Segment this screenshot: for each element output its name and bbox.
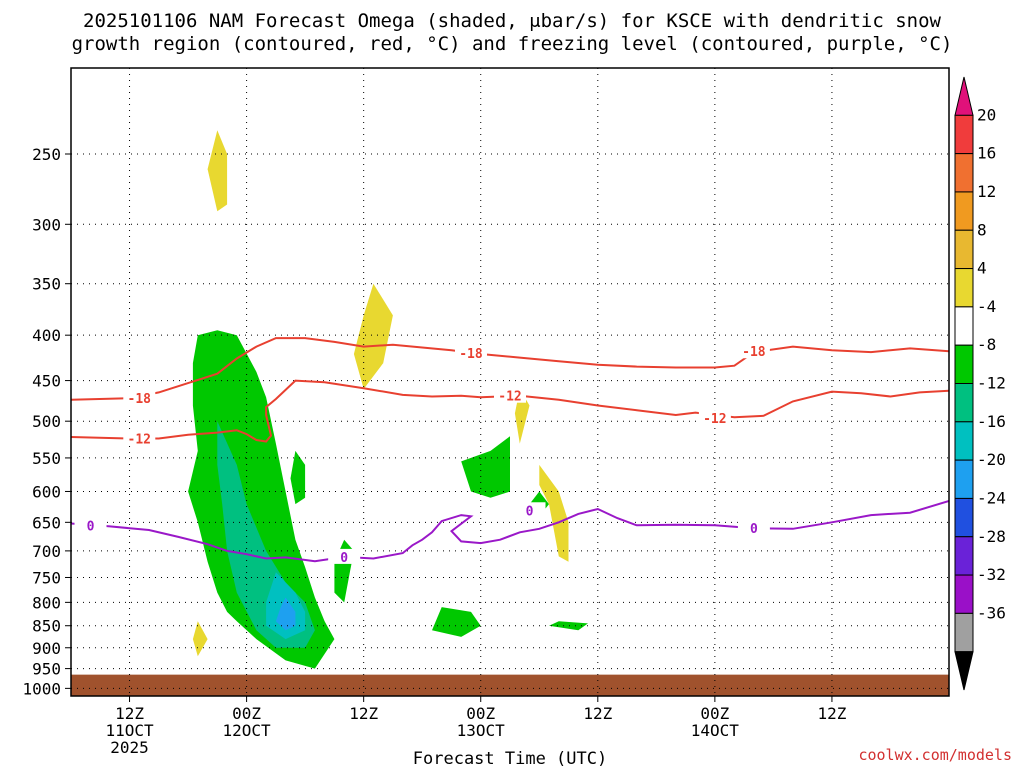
omega-region-13 xyxy=(539,464,569,562)
colorbar-segment-4 xyxy=(954,229,974,270)
contour-label-bg-2-3 xyxy=(737,520,770,536)
colorbar-label-10: -24 xyxy=(977,488,1006,507)
colorbar-label-13: -36 xyxy=(977,603,1006,622)
colorbar-segment-3 xyxy=(954,191,974,231)
colorbar-segment-1 xyxy=(954,114,974,155)
colorbar-segment-11 xyxy=(954,497,974,538)
contour-label-1-0: -12 xyxy=(128,433,151,448)
omega-region-6 xyxy=(461,436,510,498)
y-tick-label-950: 950 xyxy=(32,660,61,679)
y-tick-label-300: 300 xyxy=(32,215,61,234)
contour-label-0-0: -18 xyxy=(128,392,152,407)
contour-line-1 xyxy=(71,379,949,443)
x-tick-label-60-0: 00Z xyxy=(700,704,729,723)
omega-region-11 xyxy=(353,283,393,389)
colorbar-segment-10 xyxy=(954,459,974,499)
x-tick-label-0-0: 12Z xyxy=(115,704,144,723)
contour-label-bg-0-2 xyxy=(737,343,770,359)
omega-region-0 xyxy=(188,330,335,669)
colorbar-label-3: 8 xyxy=(977,220,987,239)
colorbar-label-2: 12 xyxy=(977,182,996,201)
y-tick-label-700: 700 xyxy=(32,542,61,561)
contour-label-2-0: 0 xyxy=(87,519,95,534)
omega-region-10 xyxy=(207,130,228,212)
colorbar-label-6: -8 xyxy=(977,335,996,354)
colorbar-top-arrow xyxy=(954,76,974,116)
colorbar-label-7: -12 xyxy=(977,374,1006,393)
y-tick-label-350: 350 xyxy=(32,275,61,294)
contour-label-2-1: 0 xyxy=(340,551,348,566)
colorbar-segment-5 xyxy=(954,268,974,308)
y-tick-label-500: 500 xyxy=(32,412,61,431)
x-tick-label-0-2: 2025 xyxy=(110,738,149,757)
colorbar-segment-9 xyxy=(954,421,974,461)
omega-region-9 xyxy=(549,621,588,631)
colorbar-segment-7 xyxy=(954,344,974,384)
contour-label-bg-1-2 xyxy=(698,410,731,426)
x-tick-label-12-0: 00Z xyxy=(232,704,261,723)
colorbar-segment-6 xyxy=(954,306,974,346)
colorbar-label-0: 20 xyxy=(977,105,996,124)
colorbar-segment-12 xyxy=(954,536,974,576)
credit-text: coolwx.com/models xyxy=(858,746,1012,764)
omega-region-4 xyxy=(290,450,306,505)
x-tick-label-36-1: 13OCT xyxy=(457,721,506,740)
chart-title-line-2: growth region (contoured, red, °C) and f… xyxy=(71,33,953,55)
y-tick-label-650: 650 xyxy=(32,513,61,532)
colorbar-label-12: -32 xyxy=(977,565,1006,584)
colorbar-label-9: -20 xyxy=(977,450,1006,469)
y-tick-label-750: 750 xyxy=(32,568,61,587)
colorbar-label-8: -16 xyxy=(977,412,1006,431)
omega-region-14 xyxy=(192,621,208,657)
y-tick-label-450: 450 xyxy=(32,372,61,391)
ground-terrain xyxy=(71,674,949,696)
x-tick-label-48-0: 12Z xyxy=(583,704,612,723)
contour-label-bg-0-1 xyxy=(454,345,487,361)
x-tick-label-60-1: 14OCT xyxy=(691,721,740,740)
x-tick-label-24-0: 12Z xyxy=(349,704,378,723)
colorbar-segment-8 xyxy=(954,383,974,423)
contour-label-bg-2-2 xyxy=(513,502,546,518)
y-tick-label-250: 250 xyxy=(32,145,61,164)
x-tick-label-0-1: 11OCT xyxy=(105,721,154,740)
y-tick-label-400: 400 xyxy=(32,326,61,345)
y-tick-label-550: 550 xyxy=(32,449,61,468)
colorbar-label-4: 4 xyxy=(977,259,987,278)
contour-label-bg-2-1 xyxy=(328,548,361,564)
colorbar-label-1: 16 xyxy=(977,144,996,163)
colorbar-bottom-arrow xyxy=(954,651,974,691)
colorbar-segment-14 xyxy=(954,612,974,653)
y-tick-label-850: 850 xyxy=(32,617,61,636)
x-tick-label-12-1: 12OCT xyxy=(223,721,272,740)
y-tick-label-800: 800 xyxy=(32,593,61,612)
colorbar-label-11: -28 xyxy=(977,527,1006,546)
y-tick-label-1000: 1000 xyxy=(22,679,61,698)
chart-title-line-1: 2025101106 NAM Forecast Omega (shaded, μ… xyxy=(83,10,941,32)
contour-line-2 xyxy=(71,500,949,563)
contour-label-1-1: -12 xyxy=(498,390,521,405)
y-tick-label-600: 600 xyxy=(32,482,61,501)
contour-label-bg-0-0 xyxy=(123,390,156,406)
colorbar-label-5: -4 xyxy=(977,297,996,316)
contour-label-0-1: -18 xyxy=(459,347,483,362)
colorbar-segment-2 xyxy=(954,153,974,193)
plot-frame xyxy=(70,67,950,697)
x-tick-label-36-0: 00Z xyxy=(466,704,495,723)
colorbar-segment-13 xyxy=(954,574,974,614)
x-axis-label: Forecast Time (UTC) xyxy=(413,749,607,768)
y-tick-label-900: 900 xyxy=(32,639,61,658)
contour-label-2-3: 0 xyxy=(750,522,758,537)
contour-label-0-2: -18 xyxy=(742,345,766,360)
contour-label-bg-2-0 xyxy=(74,517,107,533)
omega-region-3 xyxy=(275,597,296,631)
omega-region-7 xyxy=(432,607,481,637)
x-tick-label-72-0: 12Z xyxy=(817,704,846,723)
contour-label-bg-1-0 xyxy=(123,430,156,446)
colorbar: 20 16 12 8 4 -4 -8 -12 -16 -20 -24 -28 -32 -36 xyxy=(954,76,1006,691)
contour-label-bg-1-1 xyxy=(494,387,526,403)
contour-label-2-2: 0 xyxy=(526,504,534,519)
contour-label-1-2: -12 xyxy=(703,412,726,427)
